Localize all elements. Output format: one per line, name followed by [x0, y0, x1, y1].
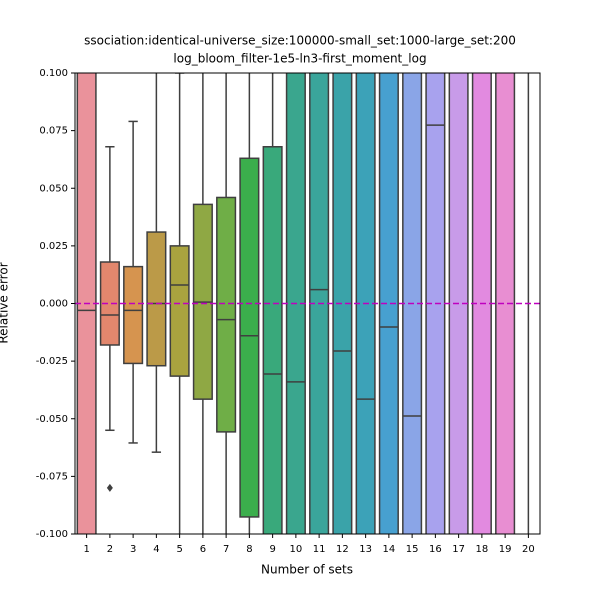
x-tick-label: 12 — [336, 544, 349, 555]
y-tick-label: 0.100 — [39, 68, 68, 79]
x-tick-label: 19 — [499, 544, 512, 555]
box — [123, 265, 144, 365]
x-tick-label: 16 — [429, 544, 442, 555]
box — [146, 231, 167, 367]
y-axis-label: Relative error — [0, 262, 11, 343]
box — [99, 261, 120, 346]
x-tick-label: 8 — [246, 544, 252, 555]
chart-subtitle: log_bloom_filter-1e5-ln3-first_moment_lo… — [173, 52, 426, 66]
box — [169, 245, 190, 377]
x-tick-label: 4 — [153, 544, 159, 555]
x-axis-label: Number of sets — [261, 563, 353, 577]
box — [471, 73, 492, 534]
x-tick-label: 9 — [269, 544, 275, 555]
x-tick-label: 1 — [83, 544, 89, 555]
box — [355, 73, 376, 534]
chart-title: ssociation:identical-universe_size:10000… — [84, 34, 516, 48]
x-tick-label: 6 — [200, 544, 206, 555]
x-tick-label: 13 — [359, 544, 372, 555]
x-tick-label: 17 — [452, 544, 465, 555]
x-tick-label: 20 — [522, 544, 535, 555]
y-tick-label: -0.025 — [36, 356, 68, 367]
box — [448, 73, 469, 534]
y-tick-label: -0.075 — [36, 471, 68, 482]
y-tick-label: 0.050 — [39, 183, 68, 194]
x-tick-label: 5 — [176, 544, 182, 555]
y-tick-label: -0.050 — [36, 414, 68, 425]
x-tick-label: 3 — [130, 544, 136, 555]
box — [239, 157, 260, 518]
y-tick-label: 0.000 — [39, 299, 68, 310]
x-tick-label: 14 — [383, 544, 396, 555]
x-tick-label: 7 — [223, 544, 229, 555]
y-tick-label: 0.025 — [39, 241, 68, 252]
box — [495, 73, 516, 534]
plot-area — [75, 73, 540, 534]
box — [76, 73, 97, 534]
x-tick-label: 18 — [476, 544, 489, 555]
box — [425, 73, 446, 534]
outlier — [106, 483, 113, 492]
box — [378, 73, 399, 534]
box — [285, 73, 306, 534]
x-tick-label: 11 — [313, 544, 326, 555]
box — [332, 73, 353, 534]
box — [402, 73, 423, 534]
box — [216, 196, 237, 433]
y-tick-label: -0.100 — [36, 529, 68, 540]
x-tick-label: 15 — [406, 544, 419, 555]
box — [309, 73, 330, 534]
x-tick-label: 2 — [107, 544, 113, 555]
box — [262, 146, 283, 534]
y-tick-label: 0.075 — [39, 126, 68, 137]
x-tick-label: 10 — [290, 544, 303, 555]
